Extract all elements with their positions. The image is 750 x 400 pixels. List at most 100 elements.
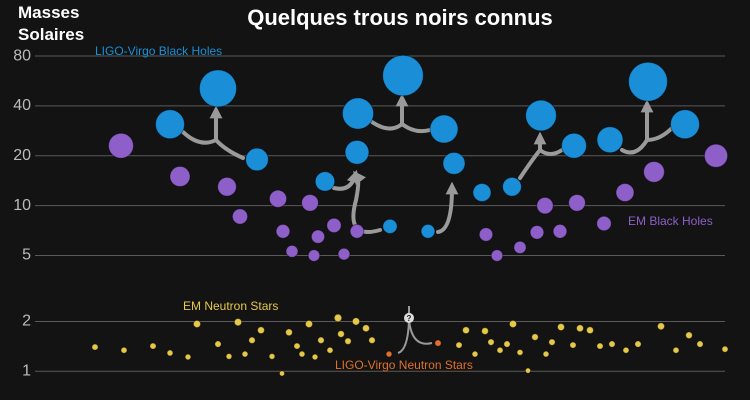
point [368, 336, 376, 344]
point [231, 208, 249, 225]
point [293, 342, 301, 350]
point [214, 340, 222, 348]
point [502, 176, 522, 197]
merger-arrows [181, 93, 674, 354]
point [307, 249, 321, 262]
point [634, 340, 642, 348]
point [268, 353, 276, 360]
point [608, 340, 616, 348]
point [285, 328, 293, 337]
arrow [351, 170, 382, 234]
point [361, 324, 371, 333]
point [471, 350, 479, 358]
point [525, 99, 557, 132]
point [508, 319, 518, 329]
series-label: EM Black Holes [628, 214, 713, 228]
series-label: LIGO-Virgo Neutron Stars [335, 358, 473, 372]
point [531, 333, 539, 341]
series-label: LIGO-Virgo Black Holes [95, 44, 222, 58]
point [304, 319, 314, 329]
point [420, 223, 436, 239]
point [575, 324, 585, 333]
y-tick-label: 1 [22, 363, 31, 380]
point [586, 326, 594, 335]
point [382, 54, 424, 97]
point [268, 189, 288, 208]
point [245, 147, 269, 172]
point [615, 183, 635, 203]
point [311, 353, 319, 361]
point [703, 143, 729, 168]
arrow [181, 130, 245, 160]
point [257, 326, 265, 335]
point [337, 330, 345, 338]
point [349, 223, 365, 239]
point [434, 339, 442, 347]
point [503, 340, 511, 348]
point [301, 193, 319, 212]
chart-title: Quelques trous noirs connus [247, 5, 553, 30]
point [149, 342, 157, 350]
point [490, 249, 504, 262]
point [120, 346, 128, 354]
point [429, 114, 459, 144]
series [91, 313, 729, 377]
series-label: EM Neutron Stars [183, 299, 278, 313]
point [382, 218, 398, 234]
point [472, 183, 492, 203]
point [385, 350, 393, 358]
point [656, 322, 666, 331]
point [91, 343, 99, 351]
point [192, 319, 202, 329]
point [478, 227, 494, 242]
point [596, 126, 624, 154]
series [108, 132, 729, 262]
point [314, 171, 336, 192]
point [298, 350, 306, 358]
point [568, 193, 586, 212]
arrow [518, 147, 564, 180]
point [155, 109, 185, 140]
point [310, 229, 326, 244]
point [462, 326, 470, 335]
annotation: ? [407, 314, 412, 323]
y-tick-label: 20 [13, 147, 31, 164]
point [529, 225, 545, 240]
point [524, 367, 532, 374]
point [513, 240, 527, 255]
point [166, 349, 174, 357]
point [248, 336, 256, 344]
point [516, 348, 524, 356]
point [169, 165, 191, 188]
point [184, 353, 192, 361]
point [344, 337, 352, 345]
point [241, 350, 249, 358]
y-tick-label: 5 [22, 247, 31, 264]
point [685, 331, 693, 340]
point [225, 353, 233, 360]
point [487, 338, 495, 346]
annotation-marker [404, 312, 414, 323]
point [596, 342, 604, 350]
point [643, 160, 665, 183]
series [155, 54, 700, 239]
point [696, 340, 704, 348]
y-tick-label: 80 [13, 47, 31, 64]
point [721, 345, 729, 353]
point [628, 61, 668, 102]
y-tick-label: 10 [13, 197, 31, 214]
point [548, 338, 556, 346]
series [385, 339, 442, 358]
point [344, 139, 370, 165]
point [556, 323, 566, 332]
point [337, 247, 351, 261]
point [569, 341, 577, 349]
y-tick-label: 2 [22, 313, 31, 330]
point [278, 370, 286, 377]
point [233, 318, 243, 327]
point [455, 341, 463, 349]
point [198, 69, 238, 108]
point [442, 151, 466, 175]
point [217, 176, 237, 197]
